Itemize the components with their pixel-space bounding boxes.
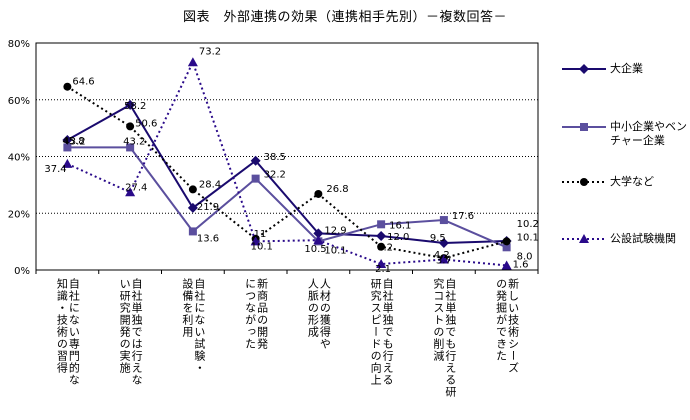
- series-line: [66, 59, 507, 267]
- data-label: 27.4: [125, 182, 147, 193]
- data-point-marker: [501, 260, 512, 270]
- y-tick-label: 0%: [14, 266, 30, 277]
- data-label: 17.6: [452, 211, 474, 222]
- data-point-marker: [502, 237, 511, 246]
- data-point-marker: [377, 220, 386, 229]
- data-point-marker: [502, 243, 511, 252]
- data-label: 32.2: [264, 170, 286, 181]
- data-point-marker: [250, 236, 261, 246]
- data-label: 38.5: [264, 152, 286, 163]
- data-point-marker: [313, 228, 324, 239]
- data-label: 73.2: [199, 46, 221, 57]
- data-point-marker: [188, 185, 197, 194]
- chart-title: 図表 外部連携の効果（連携相手先別）－複数回答－: [182, 10, 507, 25]
- data-point-marker: [188, 227, 197, 236]
- legend-swatch: [562, 64, 606, 74]
- series-line: [66, 85, 507, 260]
- x-category-label: 新商品の開発 につながった: [243, 278, 269, 350]
- data-point-marker: [187, 202, 198, 213]
- data-point-marker: [251, 174, 260, 183]
- data-point-marker: [126, 122, 135, 131]
- data-label: 50.6: [135, 118, 157, 129]
- data-label: 43.2: [63, 136, 85, 147]
- data-label: 64.6: [72, 77, 94, 88]
- data-label: 9.5: [430, 233, 446, 244]
- data-point-marker: [125, 99, 136, 110]
- data-label: 45.8: [62, 136, 84, 147]
- data-point-marker: [250, 155, 261, 166]
- data-label: 13.6: [197, 233, 219, 244]
- legend-swatch: [562, 234, 606, 243]
- x-category-label: 自社にない専門的な 知識・技術の習得: [55, 278, 81, 386]
- data-point-marker: [580, 123, 588, 131]
- legend-label: 公設試験機関: [610, 232, 676, 245]
- data-point-marker: [376, 230, 387, 241]
- legend-swatch: [562, 178, 606, 186]
- data-label: 10.2: [517, 219, 539, 230]
- data-point-marker: [63, 143, 72, 152]
- data-label: 10.1: [517, 232, 539, 243]
- legend-label: 中小企業やベン チャー企業: [610, 120, 687, 147]
- data-label: 2.1: [375, 264, 391, 275]
- data-point-marker: [187, 57, 198, 67]
- data-label: 16.1: [389, 220, 411, 231]
- y-tick-label: 40%: [8, 153, 30, 164]
- data-label: 37.4: [44, 164, 66, 175]
- y-tick-label: 60%: [8, 96, 30, 107]
- x-category-label: 人材の獲得や 人脈の形成: [306, 278, 332, 350]
- data-label: 21.9: [197, 202, 219, 213]
- legend-swatch: [562, 123, 606, 131]
- series-line: [67, 146, 508, 249]
- data-point-marker: [377, 242, 386, 251]
- data-label: 10.5: [304, 244, 326, 255]
- data-point-marker: [438, 238, 449, 249]
- data-label: 12.0: [387, 232, 409, 243]
- legend-label: 大学など: [610, 175, 654, 188]
- data-label: 43.2: [123, 136, 145, 147]
- data-point-marker: [439, 216, 448, 225]
- data-label: 58.2: [124, 101, 146, 112]
- data-point-marker: [438, 254, 449, 264]
- data-label: 1.6: [513, 259, 529, 270]
- series-4: [62, 57, 512, 270]
- data-point-marker: [313, 235, 324, 245]
- x-category-label: 新しい技術シーズ の発掘ができた: [494, 278, 520, 374]
- x-category-label: 自社単独では行えな い研究開発の実施: [118, 278, 144, 386]
- series-1: [62, 99, 512, 249]
- data-label: 8.0: [517, 251, 533, 262]
- data-point-marker: [579, 234, 589, 243]
- data-label: 10.1: [251, 241, 273, 252]
- data-label: 8.2: [377, 243, 393, 254]
- legend-label: 大企業: [610, 62, 643, 75]
- data-point-marker: [376, 259, 387, 269]
- data-label: 4.2: [434, 250, 450, 261]
- series-line: [66, 103, 507, 245]
- data-label: 11: [254, 229, 267, 240]
- data-point-marker: [579, 64, 589, 74]
- data-point-marker: [314, 189, 323, 198]
- x-category-label: 自社にない試験・ 設備を利用: [180, 278, 206, 374]
- data-point-marker: [126, 143, 135, 152]
- data-point-marker: [62, 158, 73, 168]
- data-label: 3.7: [436, 256, 452, 267]
- data-point-marker: [63, 82, 72, 91]
- data-label: 26.8: [326, 184, 348, 195]
- data-label: 12.9: [324, 225, 346, 236]
- data-point-marker: [580, 178, 588, 186]
- x-category-label: 自社単独でも行える研 究コストの削減: [431, 278, 457, 398]
- data-label: 10.1: [324, 245, 346, 256]
- data-point-marker: [125, 187, 136, 197]
- y-tick-label: 20%: [8, 209, 30, 220]
- y-tick-label: 80%: [8, 39, 30, 50]
- x-category-label: 自社単独でも行える 研究スピードの向上: [369, 278, 395, 386]
- data-label: 28.4: [199, 179, 221, 190]
- data-point-marker: [62, 135, 73, 146]
